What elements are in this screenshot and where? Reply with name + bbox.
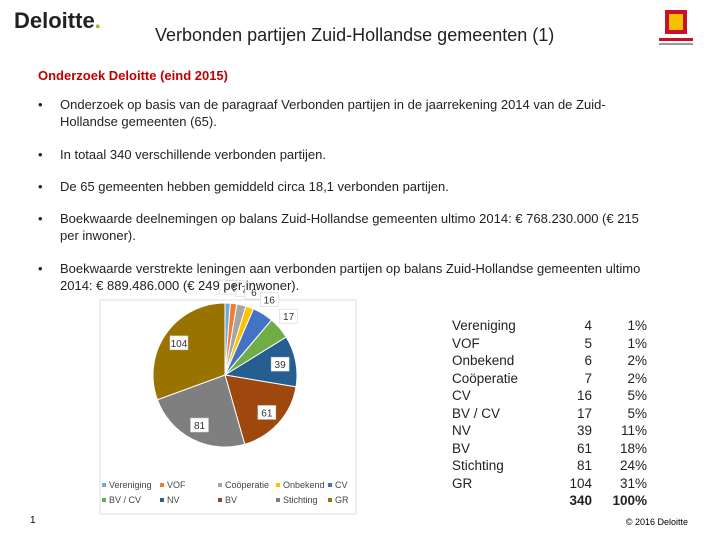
data-label: 6	[251, 288, 257, 299]
data-label: 7	[241, 285, 247, 296]
legend-label: Vereniging	[109, 480, 152, 490]
table-cell: NV	[452, 423, 471, 438]
legend-label: Onbekend	[283, 480, 325, 490]
data-label-box	[169, 335, 189, 351]
table-cell: 2%	[627, 353, 647, 368]
bullet-dot: •	[38, 211, 43, 226]
table-cell: VOF	[452, 335, 480, 351]
table-cell: 1%	[627, 335, 647, 351]
table-cell: 5	[584, 335, 592, 351]
data-label: 104	[171, 339, 188, 350]
table-total: 100%	[612, 493, 647, 508]
bullet-text: Boekwaarde deelnemingen op balans Zuid-H…	[60, 211, 639, 243]
legend-swatch	[328, 483, 332, 487]
table-cell: 11%	[620, 423, 647, 438]
data-label-box	[259, 292, 279, 307]
legend-swatch	[160, 483, 164, 487]
legend-label: VOF	[167, 480, 186, 490]
data-label-box	[279, 308, 298, 324]
data-label: 16	[264, 296, 276, 307]
table-cell: Stichting	[452, 458, 504, 473]
legend-swatch	[160, 498, 164, 502]
table-cell: 31%	[619, 475, 647, 491]
logo: Deloitte.	[14, 8, 101, 34]
table-cell: BV / CV	[452, 405, 501, 421]
table-cell: CV	[452, 388, 471, 403]
table-cell: Coöperatie	[452, 370, 519, 386]
legend-swatch	[276, 498, 280, 502]
legend-swatch	[218, 498, 222, 502]
table-cell: 81	[576, 458, 592, 473]
data-label: 61	[261, 408, 273, 419]
legend-label: BV	[225, 495, 237, 505]
table-cell: BV	[452, 440, 471, 456]
data-label-box	[244, 284, 264, 300]
data-label: 81	[194, 421, 206, 432]
copyright: © 2016 Deloitte	[625, 517, 688, 527]
table-cell: 4	[584, 318, 592, 333]
table-cell: 24%	[619, 458, 647, 473]
table-cell: 16	[576, 388, 592, 403]
legend-label: Coöperatie	[225, 480, 269, 490]
subtitle: Onderzoek Deloitte (eind 2015)	[38, 68, 228, 83]
table-cell: 61	[576, 440, 592, 456]
table-cell: 7	[584, 370, 592, 386]
legend-swatch	[218, 483, 222, 487]
table-cell: GR	[452, 475, 473, 491]
data-label-box	[190, 417, 209, 433]
legend-label: NV	[167, 495, 180, 505]
legend-swatch	[276, 483, 280, 487]
slide-title: Verbonden partijen Zuid-Hollandse gemeen…	[155, 25, 555, 45]
chart-frame	[99, 299, 357, 515]
bullet-text: Onderzoek op basis van de paragraaf Verb…	[60, 97, 606, 129]
bullet: • Boekwaarde verstrekte leningen aan verb…	[38, 260, 658, 294]
table-cell: Onbekend	[452, 353, 515, 368]
table-cell: 39	[576, 423, 592, 438]
table-cell: 17	[576, 405, 592, 421]
logo-text: Deloitte	[14, 8, 95, 33]
pie-slice	[152, 302, 226, 401]
legend-swatch	[102, 498, 106, 502]
bullet-dot: •	[38, 261, 43, 276]
bullet-text: Boekwaarde verstrekte leningen aan verbo…	[60, 261, 641, 293]
bullet: • In totaal 340 verschillende verbonden p…	[38, 146, 658, 163]
legend-swatch	[328, 498, 332, 502]
bullet: • De 65 gemeenten hebben gemiddeld circa …	[38, 178, 658, 195]
table-total: 340	[569, 493, 592, 508]
table-cell: 6	[584, 353, 592, 368]
legend-label: GR	[335, 495, 349, 505]
table-cell: 2%	[627, 370, 647, 386]
page-number: 1	[30, 515, 36, 526]
table-cell: 18%	[619, 440, 647, 456]
table-cell: 5%	[627, 388, 647, 403]
table-cell: Vereniging	[452, 318, 516, 333]
bullet-dot: •	[38, 147, 43, 162]
legend-label: BV / CV	[109, 495, 141, 505]
data-label: 17	[283, 312, 295, 323]
province-emblem	[659, 10, 693, 45]
data-label: 39	[275, 360, 287, 371]
table-cell: 1%	[627, 318, 647, 333]
pie-slice	[156, 374, 246, 448]
data-label-box	[257, 405, 277, 420]
bullet: • Onderzoek op basis van de paragraaf Ver…	[38, 96, 658, 130]
legend-label: Stichting	[283, 495, 318, 505]
data-label-box	[270, 356, 290, 372]
bullet-text: In totaal 340 verschillende verbonden pa…	[60, 147, 326, 162]
bullet-dot: •	[38, 97, 43, 112]
bullet-dot: •	[38, 179, 43, 194]
legend-swatch	[102, 483, 106, 487]
logo-dot: .	[94, 8, 101, 33]
table-cell: 5%	[627, 405, 647, 421]
bullet-text: De 65 gemeenten hebben gemiddeld circa 1…	[60, 179, 449, 194]
legend-label: CV	[335, 480, 348, 490]
table-cell: 104	[569, 475, 592, 491]
bullet: • Boekwaarde deelnemingen op balans Zuid-…	[38, 210, 658, 244]
